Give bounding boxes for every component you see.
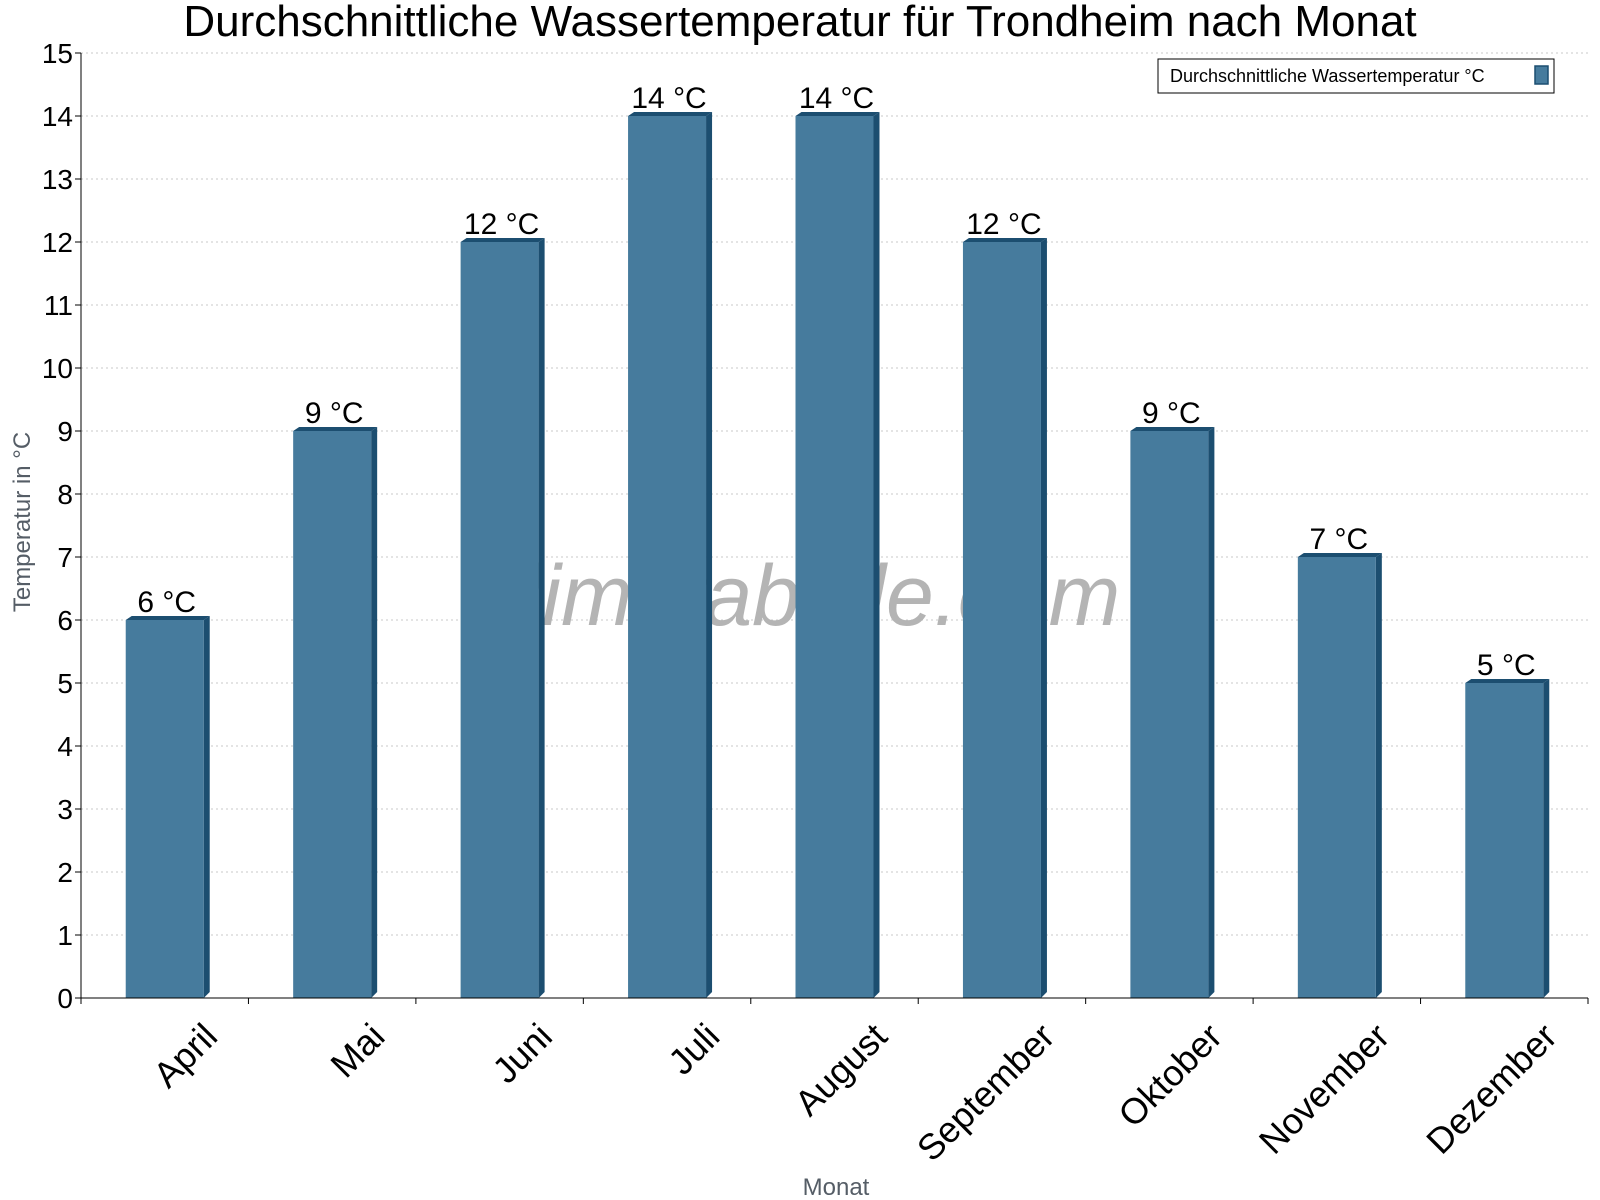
bar-top-face [125,616,210,620]
bar-front-face [1465,683,1544,998]
y-tick-label: 2 [57,857,73,888]
y-tick-label: 12 [42,227,73,258]
bar-top-face [293,427,378,431]
data-label: 12 °C [966,208,1041,241]
bar-front-face [1130,431,1209,998]
bar-top-face [1465,679,1550,683]
bar-front-face [293,431,372,998]
x-tick-label: September [909,1015,1063,1169]
data-label: 9 °C [1142,397,1201,430]
bar [1297,553,1382,998]
bar-top-face [628,112,713,116]
bar-side-face [203,616,210,998]
y-tick-label: 1 [57,920,73,951]
bar [460,238,545,998]
bar-front-face [125,620,204,998]
data-label: 5 °C [1477,649,1536,682]
bar [1465,679,1550,998]
chart-title: Durchschnittliche Wassertemperatur für T… [183,0,1416,46]
bar-top-face [1297,553,1382,557]
data-label: 6 °C [137,586,196,619]
bar-side-face [706,112,713,998]
bar-front-face [460,242,539,998]
bar-side-face [873,112,880,998]
bar-front-face [1297,557,1376,998]
y-tick-label: 4 [57,731,73,762]
y-axis-label: Temperatur in °C [9,432,36,612]
bar-top-face [962,238,1047,242]
data-labels: 6 °C 9 °C 12 °C 14 °C 14 °C 12 °C 9 °C 7 °C 5 °C [137,82,1535,682]
bar-top-face [460,238,545,242]
legend-box [1157,58,1555,94]
x-tick-label: Juni [484,1015,560,1091]
x-tick-label: Oktober [1110,1015,1230,1135]
data-label: 12 °C [464,208,539,241]
x-tick-label: Mai [322,1015,392,1085]
bar-side-face [538,238,545,998]
bar-front-face [962,242,1041,998]
legend: Durchschnittliche Wassertemperatur °C [1157,58,1555,94]
y-tick-label: 3 [57,794,73,825]
bar-top-face [795,112,880,116]
x-tick-label: Dezember [1418,1015,1564,1161]
bar [795,112,880,998]
legend-label: Durchschnittliche Wassertemperatur °C [1170,66,1485,86]
y-tick-label: 6 [57,605,73,636]
bar-side-face [1543,679,1550,998]
y-tick-label: 0 [57,983,73,1014]
bars [125,112,1550,998]
y-tick-label: 9 [57,416,73,447]
axes [75,52,1589,1004]
y-tick-label: 13 [42,164,73,195]
bar [628,112,713,998]
y-tick-label: 15 [42,38,73,69]
data-label: 14 °C [799,82,874,115]
x-tick-label: November [1251,1015,1397,1161]
x-tick-labels: April Mai Juni Juli August September Oktober No… [145,1015,1564,1169]
y-tick-label: 14 [42,101,73,132]
bar-front-face [795,116,874,998]
data-label: 7 °C [1309,523,1368,556]
x-axis-label: Monat [803,1174,870,1200]
y-tick-label: 10 [42,353,73,384]
bar [125,616,210,998]
x-tick-label: August [787,1015,895,1123]
bar-side-face [371,427,378,998]
y-tick-label: 8 [57,479,73,510]
x-tick-label: Juli [660,1015,727,1082]
legend-swatch [1534,65,1549,85]
bar-front-face [628,116,707,998]
bar-side-face [1208,427,1215,998]
data-label: 9 °C [305,397,364,430]
y-tick-label: 7 [57,542,73,573]
bar [293,427,378,998]
y-tick-label: 5 [57,668,73,699]
data-label: 14 °C [631,82,706,115]
bar-top-face [1130,427,1215,431]
bar [962,238,1047,998]
y-tick-label: 11 [44,290,73,321]
bar-side-face [1040,238,1047,998]
bar-side-face [1375,553,1382,998]
x-tick-label: April [145,1015,225,1095]
bar [1130,427,1215,998]
